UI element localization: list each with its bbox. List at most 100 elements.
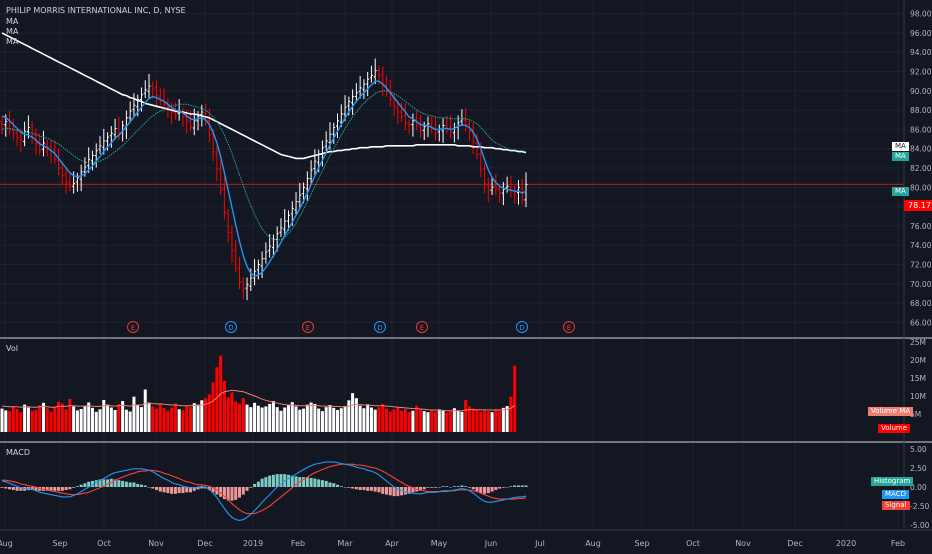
volume-bar[interactable]	[305, 404, 309, 432]
macd-histogram-bar[interactable]	[426, 487, 430, 488]
volume-bar[interactable]	[449, 411, 453, 432]
macd-histogram-bar[interactable]	[505, 487, 509, 488]
volume-bar[interactable]	[494, 408, 498, 432]
macd-histogram-bar[interactable]	[490, 487, 494, 492]
volume-bar[interactable]	[181, 410, 185, 432]
macd-histogram-bar[interactable]	[286, 474, 291, 487]
macd-histogram-bar[interactable]	[275, 474, 279, 487]
macd-histogram-bar[interactable]	[8, 487, 12, 490]
volume-bar[interactable]	[268, 403, 272, 432]
macd-histogram-bar[interactable]	[162, 487, 166, 493]
macd-histogram-bar[interactable]	[188, 487, 192, 493]
macd-histogram-bar[interactable]	[204, 487, 208, 489]
macd-histogram-bar[interactable]	[313, 478, 317, 487]
volume-bar[interactable]	[283, 407, 287, 432]
volume-bar[interactable]	[15, 408, 19, 432]
macd-histogram-bar[interactable]	[396, 487, 400, 497]
macd-histogram-bar[interactable]	[87, 481, 91, 487]
volume-bar[interactable]	[320, 411, 324, 432]
macd-histogram-bar[interactable]	[449, 487, 453, 488]
event-marker-earnings[interactable]	[563, 321, 575, 333]
volume-bar[interactable]	[53, 407, 57, 432]
macd-histogram-bar[interactable]	[241, 487, 245, 495]
macd-histogram-bar[interactable]	[475, 487, 479, 492]
volume-bar[interactable]	[426, 412, 430, 432]
volume-bar[interactable]	[170, 407, 174, 432]
volume-bar[interactable]	[196, 404, 200, 432]
volume-pane-label[interactable]: Vol	[6, 344, 18, 353]
macd-histogram-bar[interactable]	[437, 487, 441, 488]
volume-bar[interactable]	[34, 409, 38, 432]
volume-bar[interactable]	[302, 408, 306, 432]
volume-bar[interactable]	[490, 412, 494, 432]
volume-bar[interactable]	[309, 402, 313, 432]
macd-histogram-bar[interactable]	[347, 487, 351, 488]
volume-bar[interactable]	[513, 365, 517, 432]
volume-bar[interactable]	[0, 408, 4, 432]
volume-bar[interactable]	[106, 404, 110, 432]
macd-histogram-bar[interactable]	[452, 486, 456, 487]
event-marker-dividend[interactable]	[225, 321, 237, 333]
macd-histogram-bar[interactable]	[19, 487, 23, 491]
event-marker-earnings[interactable]	[416, 321, 428, 333]
volume-bar[interactable]	[117, 404, 121, 432]
macd-histogram-bar[interactable]	[155, 487, 159, 491]
volume-bar[interactable]	[8, 411, 12, 432]
macd-histogram-bar[interactable]	[354, 487, 358, 490]
volume-bar[interactable]	[407, 411, 411, 432]
macd-histogram-bar[interactable]	[53, 487, 57, 491]
volume-bar[interactable]	[11, 406, 15, 432]
volume-bar[interactable]	[373, 409, 377, 432]
volume-bar[interactable]	[26, 407, 30, 432]
macd-histogram-bar[interactable]	[11, 487, 15, 491]
macd-histogram-bar[interactable]	[121, 480, 125, 487]
macd-histogram-bar[interactable]	[411, 487, 415, 493]
volume-bar[interactable]	[418, 408, 422, 432]
macd-histogram-bar[interactable]	[219, 487, 223, 497]
volume-bar[interactable]	[98, 409, 102, 432]
macd-histogram-bar[interactable]	[494, 487, 498, 491]
macd-histogram-bar[interactable]	[520, 485, 524, 487]
volume-bar[interactable]	[479, 411, 483, 432]
volume-bar[interactable]	[87, 402, 91, 432]
macd-histogram-bar[interactable]	[117, 480, 121, 487]
volume-bar[interactable]	[445, 412, 449, 432]
event-marker-earnings[interactable]	[302, 321, 314, 333]
volume-bar[interactable]	[30, 410, 34, 432]
macd-histogram-bar[interactable]	[351, 487, 355, 489]
volume-bar[interactable]	[102, 399, 106, 432]
macd-histogram-bar[interactable]	[4, 487, 8, 489]
volume-bar[interactable]	[415, 405, 419, 432]
macd-histogram-bar[interactable]	[94, 480, 98, 487]
volume-pane[interactable]	[0, 355, 517, 432]
macd-histogram-bar[interactable]	[343, 487, 347, 488]
volume-bar[interactable]	[460, 411, 464, 432]
volume-bar[interactable]	[286, 405, 291, 432]
volume-bar[interactable]	[271, 401, 275, 432]
volume-bar[interactable]	[392, 409, 396, 432]
volume-bar[interactable]	[132, 396, 136, 432]
macd-histogram-bar[interactable]	[249, 487, 253, 488]
indicator-ma-1-label[interactable]: MA	[6, 17, 19, 26]
macd-histogram-bar[interactable]	[143, 485, 147, 487]
volume-bar[interactable]	[437, 409, 441, 432]
volume-bar[interactable]	[290, 402, 294, 432]
volume-bar[interactable]	[498, 410, 502, 432]
volume-bar[interactable]	[400, 410, 404, 432]
macd-histogram-bar[interactable]	[222, 487, 226, 500]
volume-bar[interactable]	[256, 405, 260, 432]
macd-histogram-bar[interactable]	[317, 479, 321, 487]
macd-histogram-bar[interactable]	[151, 487, 155, 489]
volume-bar[interactable]	[369, 407, 373, 432]
volume-bar[interactable]	[166, 410, 170, 432]
macd-histogram-bar[interactable]	[139, 484, 143, 487]
macd-histogram-bar[interactable]	[441, 486, 445, 487]
volume-bar[interactable]	[336, 410, 340, 432]
volume-bar[interactable]	[253, 402, 257, 432]
macd-histogram-bar[interactable]	[196, 487, 200, 490]
volume-bar[interactable]	[158, 403, 162, 432]
volume-bar[interactable]	[486, 411, 490, 432]
macd-histogram-bar[interactable]	[90, 480, 94, 487]
volume-bar[interactable]	[279, 410, 283, 432]
